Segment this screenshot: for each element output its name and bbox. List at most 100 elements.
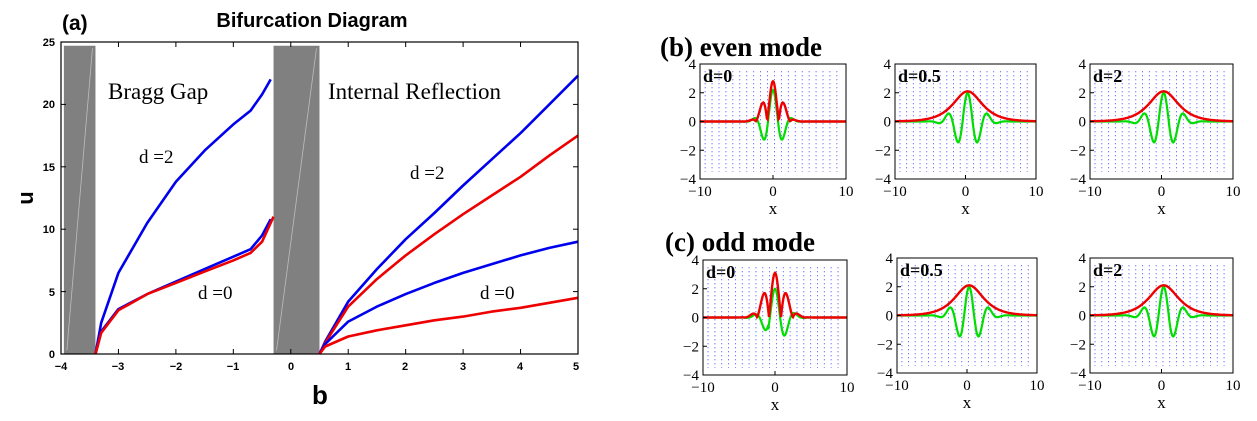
y-tick-label: 4 <box>692 253 700 269</box>
d-value-label: d=0.5 <box>900 260 943 280</box>
mode-panel-b-0: −10 0 10 4 2 0 −2 −4 x d=0 <box>680 57 853 218</box>
x-tick-label: −10 <box>688 184 711 200</box>
mode-real-part-line <box>700 88 846 141</box>
curve-label-bragg-d0: d =0 <box>198 283 232 304</box>
x-tick-label: −3 <box>112 361 125 373</box>
y-tick-label: −2 <box>683 339 699 355</box>
y-tick-label: −2 <box>680 143 696 159</box>
y-tick-label: −2 <box>1070 337 1086 353</box>
mode-panel-c-2: −10 0 10 4 2 0 −2 −4 x d=2 <box>1070 251 1240 412</box>
d-value-label: d=0.5 <box>898 66 941 86</box>
series-line <box>318 74 579 355</box>
x-tick-label: 10 <box>1226 184 1241 200</box>
x-tick-label: 0 <box>1158 184 1166 200</box>
x-axis-label: x <box>769 199 778 218</box>
mode-amplitude-line <box>1090 90 1233 123</box>
y-tick-label: 2 <box>884 86 892 102</box>
y-tick-label: 5 <box>49 287 55 299</box>
x-axis-label: b <box>312 380 328 410</box>
x-axis-label: x <box>1157 199 1166 218</box>
mode-real-part-line <box>703 287 847 337</box>
series-line <box>94 78 272 355</box>
y-tick-label: 0 <box>49 349 55 361</box>
mode-amplitude-line <box>700 79 846 123</box>
y-tick-label: 0 <box>1079 115 1087 131</box>
y-tick-label: 4 <box>1079 251 1087 267</box>
curve-label-ir-d0: d =0 <box>480 283 514 304</box>
x-tick-label: −10 <box>883 184 906 200</box>
x-tick-label: −2 <box>170 361 183 373</box>
panel-a-axes-box <box>60 41 579 355</box>
curve-label-ir-d2: d =2 <box>410 163 444 184</box>
region-label-internal: Internal Reflection <box>328 79 502 104</box>
shaded-region-hatch <box>66 48 93 351</box>
x-tick-label: 10 <box>840 380 855 396</box>
y-tick-label: 4 <box>1079 57 1087 73</box>
y-tick-label: −4 <box>1070 366 1086 382</box>
y-tick-label: 4 <box>689 57 697 73</box>
panel-b-title: (b) even mode <box>660 32 822 62</box>
x-tick-label: 0 <box>1158 378 1166 394</box>
x-tick-label: −10 <box>691 380 714 396</box>
y-tick-label: −4 <box>875 172 891 188</box>
x-tick-label: −10 <box>885 378 908 394</box>
y-tick-label: 4 <box>886 251 894 267</box>
d-value-label: d=0 <box>703 66 732 86</box>
mode-real-part-line <box>897 285 1037 338</box>
mode-profile-panels: −10 0 10 4 2 0 −2 −4 x d=0 −10 0 10 4 2 0 −2 −4 x d=0.5 −10 0… <box>680 57 1240 414</box>
x-tick-label: 10 <box>1030 378 1045 394</box>
x-tick-label: 4 <box>517 361 524 373</box>
curve-label-bragg-d2: d =2 <box>139 147 173 168</box>
lattice-dots <box>901 265 1029 366</box>
series-line <box>318 134 579 355</box>
x-tick-label: 10 <box>1029 184 1044 200</box>
lattice-dots <box>1094 71 1225 172</box>
series-line <box>318 296 579 355</box>
y-tick-label: −4 <box>877 366 893 382</box>
y-tick-label: 2 <box>1079 86 1087 102</box>
series-line <box>318 240 579 355</box>
y-tick-label: 20 <box>43 99 55 111</box>
x-tick-label: −4 <box>55 361 68 373</box>
mode-amplitude-line <box>703 271 847 320</box>
y-tick-label: 0 <box>692 311 700 327</box>
x-tick-label: 0 <box>963 378 971 394</box>
shaded-region-hatch <box>276 48 317 351</box>
y-tick-label: −4 <box>683 368 699 384</box>
bifurcation-curves <box>94 74 579 355</box>
mode-real-part-line <box>1090 285 1233 338</box>
x-tick-marks <box>60 42 579 354</box>
d-value-label: d=0 <box>706 262 735 282</box>
y-tick-label: 2 <box>1079 280 1087 296</box>
x-axis-label: x <box>1157 393 1166 412</box>
y-tick-label: −4 <box>1070 172 1086 188</box>
x-tick-label: −10 <box>1078 184 1101 200</box>
y-tick-label: 0 <box>884 115 892 131</box>
x-axis-label: x <box>963 393 972 412</box>
x-tick-label: 2 <box>402 361 408 373</box>
mode-panel-c-0: −10 0 10 4 2 0 −2 −4 x d=0 <box>683 253 854 414</box>
y-tick-label: 10 <box>43 224 55 236</box>
y-tick-label: 0 <box>1079 309 1087 325</box>
series-line <box>94 218 272 355</box>
x-tick-label: 0 <box>769 184 777 200</box>
x-axis-label: x <box>961 199 970 218</box>
x-tick-label: −1 <box>227 361 240 373</box>
y-tick-marks <box>61 41 578 355</box>
series-line <box>94 216 275 355</box>
x-tick-label: 3 <box>460 361 466 373</box>
shaded-regions <box>63 45 320 355</box>
panel-a-title: Bifurcation Diagram <box>216 10 407 32</box>
mode-panel-b-2: −10 0 10 4 2 0 −2 −4 x d=2 <box>1070 57 1240 218</box>
x-tick-label: 0 <box>288 361 294 373</box>
y-tick-label: 4 <box>884 57 892 73</box>
x-tick-label: 0 <box>962 184 970 200</box>
mode-panel-c-1: −10 0 10 4 2 0 −2 −4 x d=0.5 <box>877 251 1044 412</box>
mode-panel-b-1: −10 0 10 4 2 0 −2 −4 x d=0.5 <box>875 57 1043 218</box>
mode-amplitude-line <box>895 90 1036 123</box>
d-value-label: d=2 <box>1093 260 1122 280</box>
panel-a: (a) Bifurcation Diagram −4 −3 −2 −1 0 1 … <box>13 10 579 410</box>
lattice-dots <box>899 71 1028 172</box>
mode-amplitude-line <box>1090 284 1233 317</box>
